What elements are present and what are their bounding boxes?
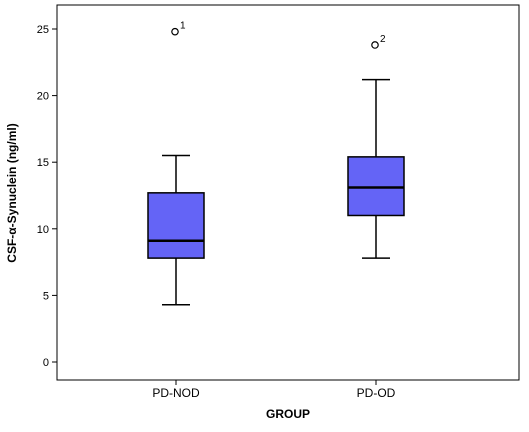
outlier-label: 1 bbox=[180, 21, 186, 32]
outlier-point bbox=[171, 27, 179, 36]
y-tick-label: 25 bbox=[37, 24, 49, 36]
x-axis-title: GROUP bbox=[266, 407, 310, 421]
box-pd-nod: 1 bbox=[147, 21, 205, 306]
y-tick-label: 20 bbox=[37, 91, 49, 103]
x-tick-label: PD-NOD bbox=[152, 386, 200, 400]
y-axis: 0 5 10 15 20 25 bbox=[37, 24, 57, 369]
box-pd-od: 2 bbox=[347, 34, 405, 259]
y-tick-label: 10 bbox=[37, 224, 49, 236]
y-tick-label: 5 bbox=[43, 290, 49, 302]
boxes: 12 bbox=[147, 21, 405, 306]
y-axis-title: CSF-α-Synuclein (ng/ml) bbox=[5, 123, 19, 262]
y-tick-label: 15 bbox=[37, 157, 49, 169]
x-axis: PD-NOD PD-OD bbox=[152, 380, 396, 400]
iqr-box bbox=[347, 156, 405, 217]
outlier-point bbox=[371, 41, 379, 49]
y-tick-label: 0 bbox=[43, 357, 49, 369]
plot-area bbox=[56, 4, 520, 381]
x-tick-label: PD-OD bbox=[357, 386, 396, 400]
outlier-label: 2 bbox=[380, 34, 386, 45]
iqr-box bbox=[147, 192, 205, 259]
